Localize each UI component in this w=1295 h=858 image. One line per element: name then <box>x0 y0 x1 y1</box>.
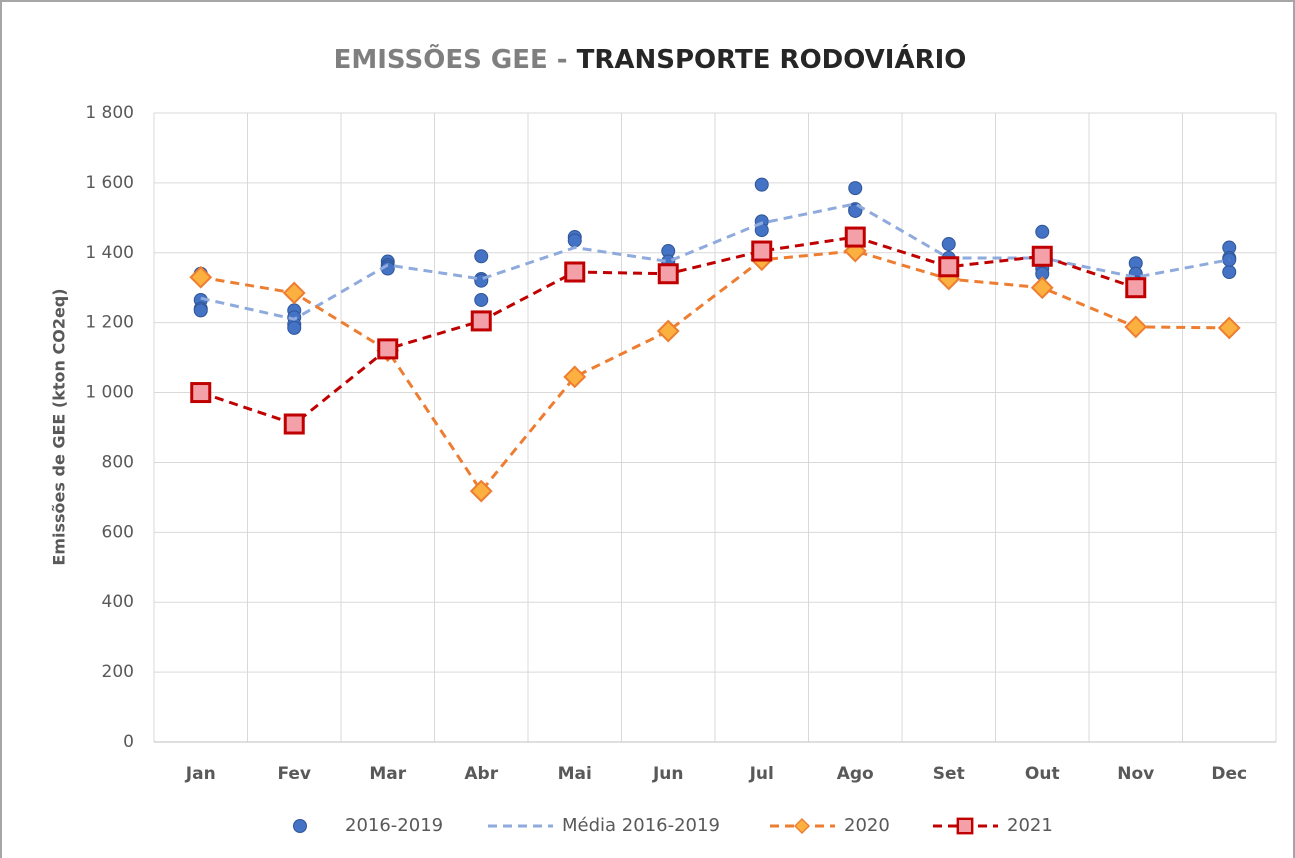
y-tick-label: 1 200 <box>85 313 134 333</box>
x-tick-label: Mai <box>558 764 592 784</box>
title-part: TRANSPORTE RODOVIÁRIO <box>577 43 967 75</box>
x-tick-label: Jul <box>749 764 774 784</box>
x-tick-label: Nov <box>1117 764 1154 784</box>
point <box>1222 264 1237 279</box>
point <box>474 249 489 264</box>
point <box>189 265 213 289</box>
series-line <box>200 249 1230 494</box>
point <box>794 818 810 834</box>
x-tick-label: Ago <box>837 764 874 784</box>
legend-label: 2020 <box>844 815 890 836</box>
chart-title: EMISSÕES GEE - TRANSPORTE RODOVIÁRIO <box>334 43 967 75</box>
x-tick-label: Abr <box>464 764 498 784</box>
point <box>474 292 489 307</box>
series-line <box>200 202 1230 321</box>
y-tick-label: 400 <box>102 592 134 612</box>
y-tick-label: 1 600 <box>85 173 134 193</box>
point <box>287 320 302 335</box>
x-tick-label: Fev <box>277 764 311 784</box>
point <box>193 303 208 318</box>
point <box>282 281 306 305</box>
y-tick-label: 1 400 <box>85 243 134 263</box>
point <box>1217 316 1241 340</box>
point <box>1035 224 1050 239</box>
y-axis-label: Emissões de GEE (kton CO2eq) <box>50 288 69 565</box>
point <box>844 226 866 248</box>
point <box>956 817 974 835</box>
point <box>754 177 769 192</box>
x-tick-label: Out <box>1025 764 1060 784</box>
legend-label: 2021 <box>1007 815 1053 836</box>
legend-label: Média 2016-2019 <box>562 815 720 836</box>
point <box>1125 277 1147 299</box>
point <box>470 310 492 332</box>
point <box>1030 276 1054 300</box>
point <box>1124 315 1148 339</box>
point <box>377 338 399 360</box>
y-tick-label: 200 <box>102 662 134 682</box>
point <box>938 256 960 278</box>
point <box>848 181 863 196</box>
point <box>656 319 680 343</box>
x-tick-label: Dec <box>1211 764 1247 784</box>
point <box>469 479 493 503</box>
y-tick-label: 1 000 <box>85 383 134 403</box>
y-tick-label: 800 <box>102 452 134 472</box>
y-tick-label: 600 <box>102 522 134 542</box>
point <box>563 365 587 389</box>
legend-label: 2016-2019 <box>345 815 443 836</box>
point <box>657 263 679 285</box>
point <box>283 413 305 435</box>
point <box>751 240 773 262</box>
point <box>1031 245 1053 267</box>
x-tick-label: Set <box>933 764 965 784</box>
point <box>293 819 307 833</box>
point <box>190 382 212 404</box>
point <box>941 237 956 252</box>
title-part: EMISSÕES GEE - <box>334 43 568 75</box>
y-tick-label: 1 800 <box>85 103 134 123</box>
point <box>564 261 586 283</box>
y-tick-label: 0 <box>123 732 134 752</box>
x-tick-label: Jun <box>652 764 684 784</box>
x-tick-label: Jan <box>185 764 216 784</box>
point <box>567 233 582 248</box>
point <box>848 203 863 218</box>
x-tick-label: Mar <box>369 764 406 784</box>
